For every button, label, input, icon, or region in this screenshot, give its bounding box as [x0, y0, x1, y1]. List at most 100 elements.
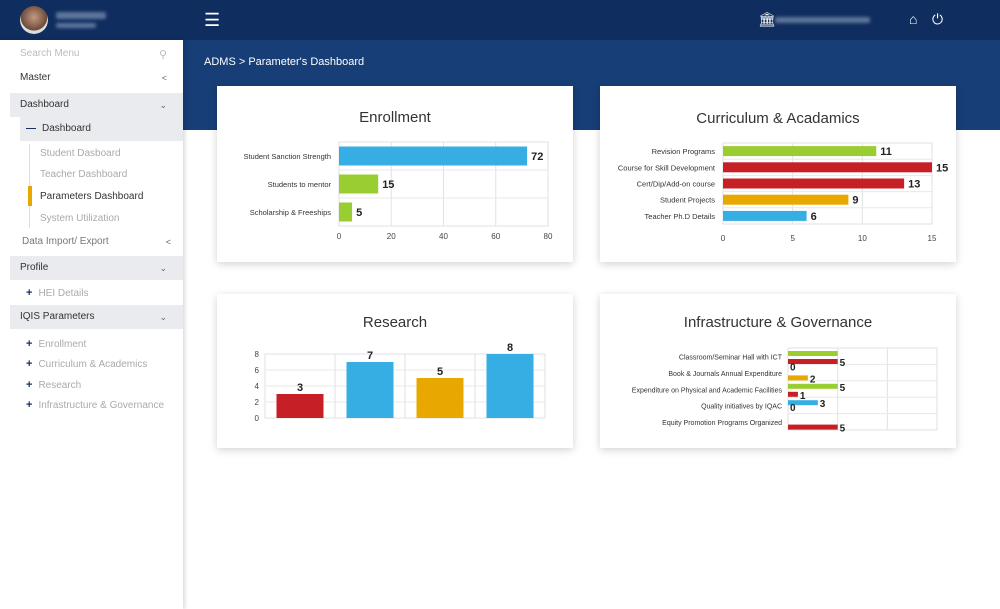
bar [788, 383, 838, 389]
category-label: Classroom/Seminar Hall with ICT [679, 354, 783, 361]
curriculum-chart: Revision Programs 11 Course for Skill Deve… [618, 142, 948, 243]
bar [276, 394, 324, 418]
plus-icon: + [26, 399, 33, 411]
sidebar-item-enrollment[interactable]: + Enrollment [26, 338, 86, 350]
bar [788, 359, 838, 364]
label: Curriculum & Academics [38, 359, 148, 370]
sidebar-item-dashboard-sub[interactable]: — Dashboard [20, 117, 183, 141]
research-chart: 0 2 4 6 8 3 7 5 8 [255, 342, 546, 423]
chart-title: Infrastructure & Governance [683, 314, 873, 331]
sidebar-item-master[interactable]: Master < [0, 66, 183, 90]
label: Profile [20, 262, 49, 273]
avatar[interactable] [20, 6, 48, 34]
tick-label: 6 [255, 366, 260, 375]
tick-label: 60 [491, 232, 500, 241]
label: Data Import/ Export [22, 236, 109, 247]
data-label: 15 [382, 179, 394, 191]
bar [788, 375, 808, 381]
sidebar-item-curriculum[interactable]: + Curriculum & Academics [26, 358, 147, 370]
bar [339, 174, 379, 194]
tick-label: 80 [544, 232, 553, 241]
sidebar-item-hei-details[interactable]: + HEI Details [26, 287, 88, 299]
chevron-down-icon: ⌄ [159, 312, 167, 322]
label: Master [20, 72, 51, 83]
sidebar-item-profile[interactable]: Profile ⌄ [10, 256, 183, 280]
category-label: Teacher Ph.D Details [645, 212, 716, 221]
tick-label: 0 [721, 234, 726, 243]
bar [788, 391, 798, 397]
data-label: 5 [356, 207, 362, 219]
data-label: 13 [908, 179, 920, 191]
plus-icon: + [26, 287, 33, 299]
tick-label: 20 [387, 232, 396, 241]
sidebar-item-infrastructure[interactable]: + Infrastructure & Governance [26, 399, 164, 411]
search-input[interactable]: Search Menu [20, 48, 80, 59]
sidebar-item-research[interactable]: + Research [26, 379, 81, 391]
power-icon[interactable]: ⏻ [932, 11, 944, 27]
data-label: 72 [531, 151, 543, 163]
label: Infrastructure & Governance [38, 400, 165, 411]
label: Enrollment [38, 339, 87, 350]
label: HEI Details [38, 288, 89, 299]
tick-label: 5 [790, 234, 795, 243]
tick-label: 8 [255, 350, 260, 359]
plus-icon: + [26, 338, 33, 350]
bar [723, 162, 932, 173]
data-label: 9 [852, 195, 858, 207]
enrollment-chart: Student Sanction Strength 72 Students to m… [243, 141, 553, 241]
user-role-redacted [56, 23, 96, 28]
chart-title: Enrollment [359, 109, 431, 126]
chevron-down-icon: ⌄ [159, 263, 167, 273]
research-card: Research 0 2 4 6 8 3 7 5 8 [217, 294, 573, 448]
top-bar: ☰ 🏛 ⌂ ⏻ [0, 0, 1000, 40]
bank-icon: 🏛 [758, 11, 776, 27]
enrollment-card: Enrollment Student Sanction Strength 72 St… [217, 86, 573, 262]
search-icon[interactable]: ⚲ [158, 49, 167, 61]
sidebar-item-data-import[interactable]: Data Import/ Export < [2, 230, 185, 254]
data-label: 2 [810, 374, 816, 385]
bar [723, 146, 877, 157]
category-label: Equity Promotion Programs Organized [662, 420, 782, 427]
tick-label: 0 [337, 232, 342, 241]
tick-label: 40 [439, 232, 448, 241]
data-label: 0 [790, 362, 796, 373]
category-label: Students to mentor [268, 180, 332, 189]
tick-label: 2 [255, 398, 260, 407]
data-label: 7 [367, 350, 373, 362]
data-label: 3 [820, 399, 826, 410]
sidebar-item-dashboard[interactable]: Dashboard ⌄ [10, 93, 183, 117]
category-label: Scholarship & Freeships [250, 208, 332, 217]
chart-title: Curriculum & Acadamics [696, 110, 860, 127]
bar [723, 210, 807, 221]
category-label: Cert/Dip/Add-on course [637, 180, 715, 189]
label: Dashboard [20, 99, 69, 110]
data-label: 1 [800, 391, 806, 402]
chart-title: Research [362, 314, 428, 331]
label: Dashboard [42, 123, 91, 134]
breadcrumb: ADMS > Parameter's Dashboard [204, 56, 365, 68]
tick-label: 10 [858, 234, 867, 243]
sidebar-item-student-dashboard[interactable]: Student Dasboard [40, 148, 121, 159]
sidebar-item-teacher-dashboard[interactable]: Teacher Dashboard [40, 169, 128, 180]
plus-icon: + [26, 379, 33, 391]
tick-label: 4 [255, 382, 260, 391]
data-label: 8 [507, 342, 513, 354]
infrastructure-card: Infrastructure & Governance Classroom/Se… [600, 294, 956, 448]
data-label: 5 [437, 366, 443, 378]
tick-label: 15 [928, 234, 937, 243]
home-icon[interactable]: ⌂ [909, 11, 918, 27]
data-label: 5 [840, 383, 846, 394]
category-label: Book & Journals Annual Expenditure [668, 371, 782, 378]
bar [346, 362, 394, 418]
bar [788, 424, 838, 430]
sidebar-item-parameters-dashboard[interactable]: Parameters Dashboard [40, 191, 144, 202]
minus-icon: — [26, 123, 36, 134]
sidebar: Search Menu ⚲ Master < Dashboard ⌄ — Dashbo… [0, 40, 183, 609]
data-label: 0 [790, 403, 796, 414]
plot-frame [787, 347, 938, 431]
sidebar-item-iqis-parameters[interactable]: IQIS Parameters ⌄ [10, 305, 183, 329]
sidebar-item-system-utilization[interactable]: System Utilization [40, 213, 120, 224]
category-label: Revision Programs [652, 147, 716, 156]
hamburger-icon[interactable]: ☰ [204, 10, 221, 30]
tick-label: 0 [255, 414, 260, 423]
